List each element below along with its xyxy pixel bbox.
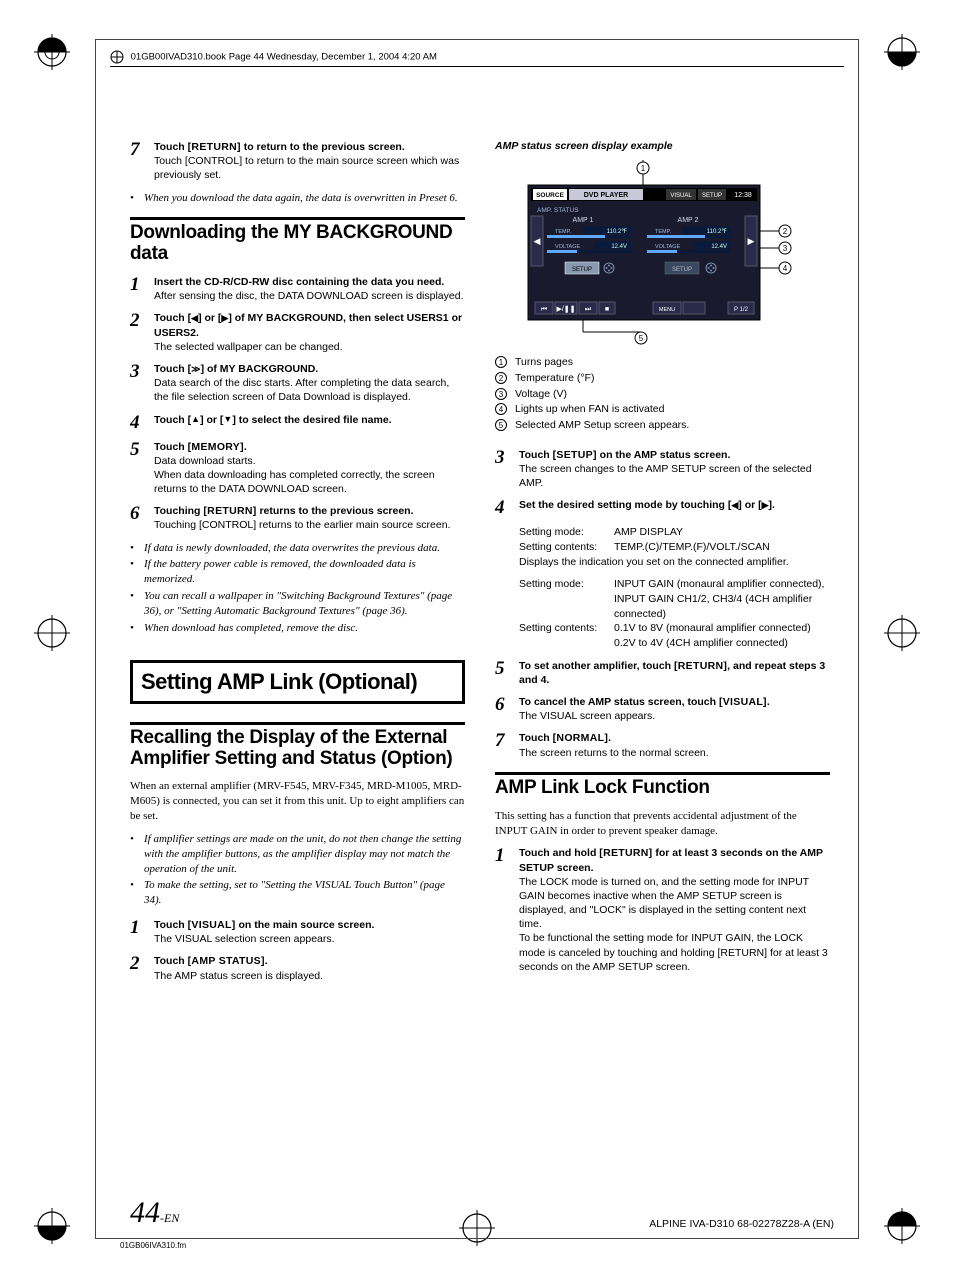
step-2: 2 Touch [◀] or [▶] of MY BACKGROUND, the…	[130, 311, 465, 354]
step-5: 5 Touch [MEMORY]. Data download starts. …	[130, 440, 465, 497]
regmark-br	[884, 1208, 920, 1244]
note-item: •If data is newly downloaded, the data o…	[130, 541, 465, 556]
footer-model: ALPINE IVA-D310 68-02278Z28-A (EN)	[649, 1218, 834, 1230]
svg-text:MENU: MENU	[659, 307, 675, 313]
section-head-download: Downloading the MY BACKGROUND data	[130, 223, 465, 265]
step-6: 6 Touching [RETURN] returns to the previ…	[130, 504, 465, 532]
svg-text:⏭: ⏭	[585, 306, 592, 313]
section-head-lock: AMP Link Lock Function	[495, 778, 830, 799]
svg-text:VOLTAGE: VOLTAGE	[555, 244, 580, 250]
svg-text:110.2℉: 110.2℉	[607, 229, 628, 235]
step-r3: 3 Touch [SETUP] on the AMP status screen…	[495, 448, 830, 491]
note-item: •If amplifier settings are made on the u…	[130, 832, 465, 877]
step-r7: 7 Touch [NORMAL]. The screen returns to …	[495, 731, 830, 759]
svg-text:VISUAL: VISUAL	[670, 193, 692, 199]
step-4: 4 Touch [▲] or [▼] to select the desired…	[130, 413, 465, 432]
svg-text:4: 4	[783, 264, 788, 273]
footer-fm: 01GB06IVA310.fm	[120, 1241, 186, 1250]
step-3: 3 Touch [≫] of MY BACKGROUND. Data searc…	[130, 362, 465, 405]
step-7: 7 Touch [RETURN] to return to the previo…	[130, 140, 465, 183]
setting-table-2: Setting mode:INPUT GAIN (monaural amplif…	[519, 577, 830, 650]
note-item: •If the battery power cable is removed, …	[130, 557, 465, 587]
svg-text:12:38: 12:38	[734, 192, 752, 199]
svg-text:TEMP.: TEMP.	[555, 229, 572, 235]
step-a1: 1 Touch [VISUAL] on the main source scre…	[130, 918, 465, 946]
svg-text:110.2℉: 110.2℉	[707, 229, 728, 235]
svg-text:SETUP: SETUP	[572, 267, 592, 273]
svg-text:AMP 2: AMP 2	[678, 217, 699, 224]
right-column: AMP status screen display example 1 SOUR…	[495, 140, 830, 991]
svg-text:12.4V: 12.4V	[711, 244, 727, 250]
svg-text:P 1/2: P 1/2	[734, 307, 749, 313]
svg-text:AMP. STATUS: AMP. STATUS	[537, 207, 579, 214]
note-item: •When you download the data again, the d…	[130, 191, 465, 206]
regmark-bl	[34, 1208, 70, 1244]
svg-text:12.4V: 12.4V	[611, 244, 627, 250]
regmark-ml	[34, 615, 70, 651]
svg-text:SETUP: SETUP	[702, 193, 722, 199]
svg-text:2: 2	[783, 227, 788, 236]
note-item: •When download has completed, remove the…	[130, 621, 465, 636]
intro-para: When an external amplifier (MRV-F545, MR…	[130, 779, 465, 824]
note-item: •You can recall a wallpaper in "Switchin…	[130, 589, 465, 619]
book-icon	[110, 50, 124, 64]
regmark-tl	[34, 34, 70, 70]
svg-text:5: 5	[639, 334, 644, 343]
content: 7 Touch [RETURN] to return to the previo…	[130, 140, 830, 991]
callout-list: 1Turns pages 2Temperature (°F) 3Voltage …	[495, 355, 830, 434]
diagram-caption: AMP status screen display example	[495, 140, 830, 152]
regmark-mr	[884, 615, 920, 651]
left-column: 7 Touch [RETURN] to return to the previo…	[130, 140, 465, 991]
svg-text:SOURCE: SOURCE	[536, 192, 564, 199]
svg-text:VOLTAGE: VOLTAGE	[655, 244, 680, 250]
amp-status-diagram: 1 SOURCE DVD PLAYER VISUAL SETUP 12:38 A…	[523, 160, 793, 345]
svg-text:◀: ◀	[534, 236, 541, 246]
step-1: 1 Insert the CD-R/CD-RW disc containing …	[130, 275, 465, 303]
page-number: 44-EN	[130, 1196, 179, 1230]
svg-text:SETUP: SETUP	[672, 267, 692, 273]
boxed-head: Setting AMP Link (Optional)	[130, 660, 465, 704]
svg-text:⏮: ⏮	[541, 306, 547, 313]
step-r4: 4 Set the desired setting mode by touchi…	[495, 498, 830, 517]
svg-text:TEMP.: TEMP.	[655, 229, 672, 235]
svg-text:AMP 1: AMP 1	[573, 217, 594, 224]
step-a2: 2 Touch [AMP STATUS]. The AMP status scr…	[130, 954, 465, 982]
regmark-tr	[884, 34, 920, 70]
svg-text:▶: ▶	[748, 236, 755, 246]
svg-text:1: 1	[641, 164, 646, 173]
step-l1: 1 Touch and hold [RETURN] for at least 3…	[495, 846, 830, 974]
step-r5: 5 To set another amplifier, touch [RETUR…	[495, 659, 830, 687]
header-bar: 01GB00IVAD310.book Page 44 Wednesday, De…	[110, 50, 844, 67]
svg-text:3: 3	[783, 244, 788, 253]
lock-intro: This setting has a function that prevent…	[495, 809, 830, 839]
section-head-recalling: Recalling the Display of the External Am…	[130, 728, 465, 770]
svg-text:■: ■	[605, 306, 609, 313]
svg-text:DVD PLAYER: DVD PLAYER	[584, 192, 628, 199]
svg-text:▶/❚❚: ▶/❚❚	[556, 305, 575, 313]
setting-table-1: Setting mode:AMP DISPLAY Setting content…	[519, 525, 830, 569]
header-text: 01GB00IVAD310.book Page 44 Wednesday, De…	[131, 52, 437, 63]
step-r6: 6 To cancel the AMP status screen, touch…	[495, 695, 830, 723]
note-item: •To make the setting, set to "Setting th…	[130, 878, 465, 908]
